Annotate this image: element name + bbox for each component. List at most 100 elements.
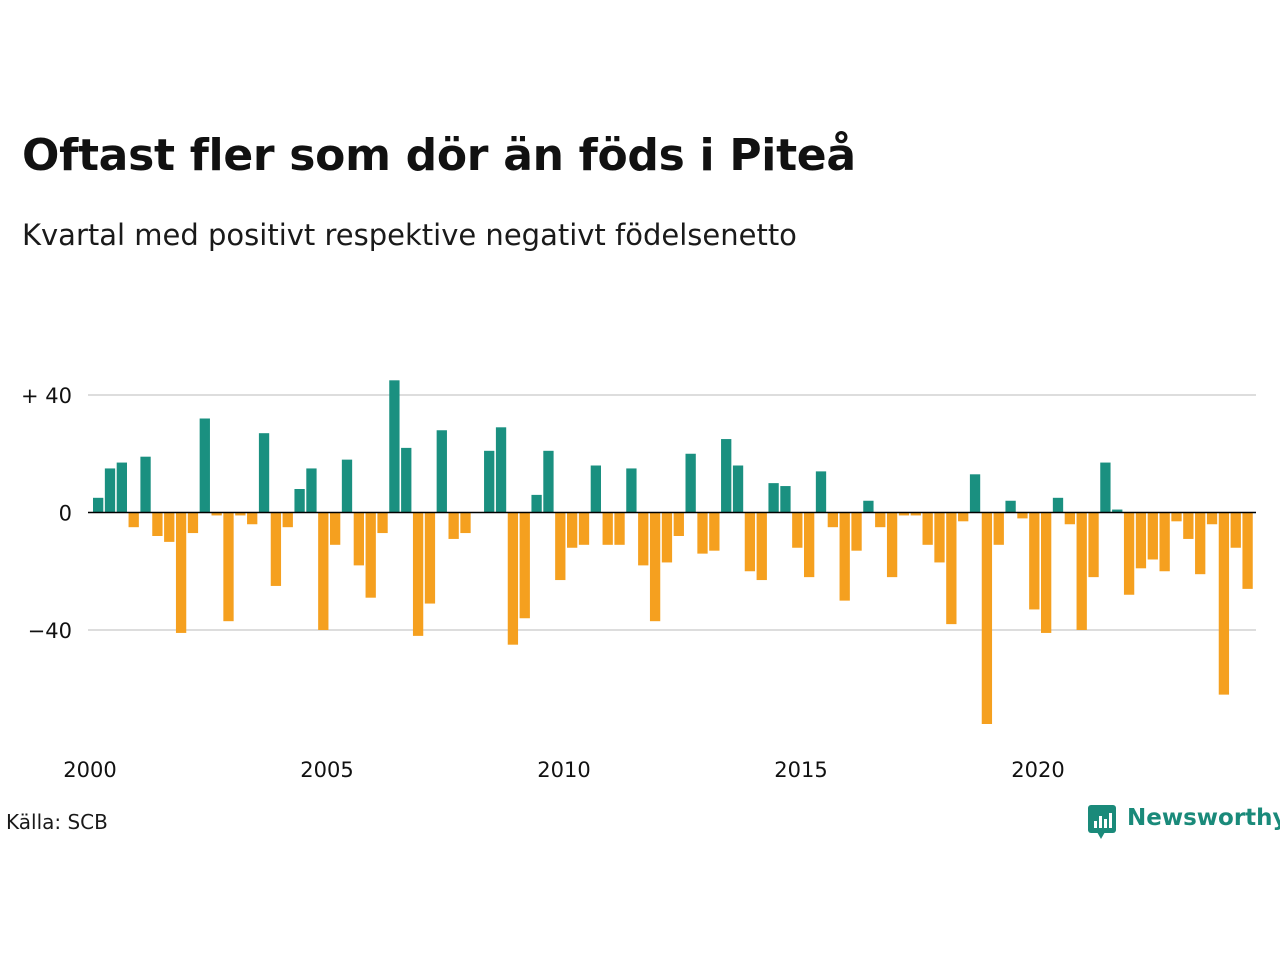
x-tick-label: 2015 [774,758,827,782]
bar [780,486,791,513]
bar [1123,512,1135,595]
bar [946,512,957,625]
bar [934,512,945,563]
brand-name: Newsworthy [1127,805,1280,831]
y-tick-label: + 40 [21,384,72,408]
bar [330,512,341,545]
bar [1195,512,1206,575]
bar [1052,497,1064,513]
bar [1029,512,1040,610]
bar [1005,500,1016,513]
bar [804,512,815,578]
bar [306,468,317,513]
bar [412,512,424,636]
chart-title: Oftast fler som dör än föds i Piteå [22,130,856,181]
bar [1230,512,1241,548]
bar [614,512,625,545]
bar [1218,512,1230,695]
bar [697,512,708,554]
bar [1041,512,1052,633]
bars [93,380,1253,724]
bar [756,512,767,581]
bar [247,512,258,525]
bar [140,456,151,513]
bar [649,512,661,622]
bar [519,512,530,619]
bar [721,439,732,513]
bar [993,512,1004,545]
bar [318,512,329,630]
bar [199,418,210,513]
bar [377,512,388,534]
x-tick-label: 2000 [63,758,116,782]
bar [815,471,827,513]
chart-subtitle: Kvartal med positivt respektive negativt… [22,218,797,252]
tick-labels: + 40 0 −40 2000 2005 2010 2015 2020 [21,384,1065,782]
bar [685,453,696,513]
bar [353,512,364,566]
bar [365,512,376,598]
y-tick-label: −40 [28,619,72,643]
bar [116,462,127,513]
bar [768,483,779,513]
bar [626,468,637,513]
bar [744,512,756,572]
x-tick-label: 2005 [300,758,353,782]
bar [1076,512,1087,630]
bar [1112,509,1123,513]
bar [448,512,459,539]
bar [93,497,104,513]
bar [898,512,910,516]
bar [981,512,993,724]
bar [661,512,673,563]
chart-bubble-icon [1088,805,1116,839]
bar [827,512,838,528]
bar [495,427,507,513]
bar [270,512,282,586]
bar [851,512,862,551]
bar [531,494,542,513]
bar [638,512,649,566]
bar [792,512,803,548]
bar [839,512,850,601]
bar [922,512,933,545]
bar [1088,512,1099,578]
grid-lines [88,394,1256,631]
bar [886,512,898,578]
bar [424,512,436,604]
bar [401,447,412,513]
bar [1206,512,1218,525]
bar [436,430,447,513]
bar [567,512,578,548]
bar [673,512,684,536]
bar [1183,512,1194,539]
bar [128,512,139,528]
bar [555,512,566,581]
bar [1159,512,1170,572]
bar [104,468,116,513]
x-tick-label: 2010 [537,758,590,782]
bar [910,512,921,516]
bar [187,512,199,534]
y-tick-label: 0 [59,502,72,526]
bar [1064,512,1075,525]
bar [258,433,270,513]
bar [709,512,720,551]
bar [732,465,744,513]
bar [294,489,305,513]
bar [282,512,293,528]
bar [958,512,969,522]
bar-chart: + 40 0 −40 2000 2005 2010 2015 2020 [21,380,1256,782]
bar [507,512,519,645]
bar [175,512,187,633]
x-tick-label: 2020 [1011,758,1064,782]
bar [1100,462,1111,513]
bar [389,380,400,513]
bar [578,512,590,545]
bar [152,512,163,536]
bar [1135,512,1147,569]
bar [341,459,353,513]
bar [1017,512,1028,519]
bar [590,465,601,513]
bar [235,512,246,516]
